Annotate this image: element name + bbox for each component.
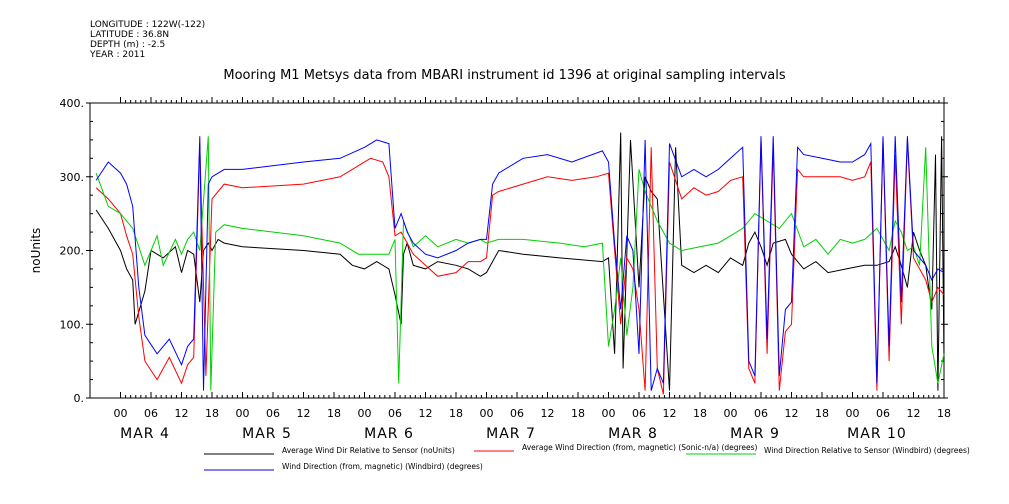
legend-label-0: Average Wind Dir Relative to Sensor (noU… — [282, 446, 455, 455]
x-hour-label: 12 — [663, 407, 677, 420]
depth-label: DEPTH (m) : -2.5 — [90, 40, 166, 50]
x-day-label: MAR 10 — [847, 426, 907, 442]
y-tick-label: 300. — [60, 171, 85, 184]
x-hour-label: 00 — [480, 407, 494, 420]
y-axis-label: noUnits — [29, 228, 43, 274]
y-tick-label: 0. — [74, 392, 85, 405]
x-hour-label: 06 — [632, 407, 646, 420]
x-hour-label: 18 — [815, 407, 829, 420]
x-hour-label: 12 — [541, 407, 555, 420]
series-line-1 — [95, 139, 945, 395]
legend-label-1: Average Wind Direction (from, magnetic) … — [522, 443, 758, 452]
legend-label-3: Wind Direction (from, magnetic) (Windbir… — [282, 462, 483, 471]
x-hour-label: 12 — [419, 407, 433, 420]
series-line-0 — [95, 132, 945, 391]
x-hour-label: 18 — [449, 407, 463, 420]
series-line-2 — [95, 136, 945, 391]
x-hour-label: 12 — [297, 407, 311, 420]
x-hour-label: 00 — [724, 407, 738, 420]
x-hour-label: 12 — [907, 407, 921, 420]
x-hour-label: 06 — [266, 407, 280, 420]
x-hour-label: 06 — [754, 407, 768, 420]
x-hour-label: 00 — [358, 407, 372, 420]
x-day-label: MAR 9 — [730, 426, 780, 442]
x-hour-label: 18 — [205, 407, 219, 420]
series-line-3 — [95, 136, 945, 391]
x-hour-label: 12 — [175, 407, 189, 420]
x-day-label: MAR 8 — [608, 426, 658, 442]
x-hour-label: 06 — [388, 407, 402, 420]
x-hour-label: 00 — [236, 407, 250, 420]
longitude-label: LONGITUDE : 122W(-122) — [90, 20, 206, 30]
station-metadata: LONGITUDE : 122W(-122) LATITUDE : 36.8N … — [90, 20, 205, 60]
y-tick-label: 100. — [60, 318, 85, 331]
x-hour-label: 00 — [602, 407, 616, 420]
latitude-label: LATITUDE : 36.8N — [90, 30, 170, 40]
y-tick-label: 200. — [60, 245, 85, 258]
x-hour-label: 18 — [937, 407, 951, 420]
x-hour-label: 06 — [510, 407, 524, 420]
x-day-label: MAR 7 — [486, 426, 536, 442]
y-tick-label: 400. — [60, 97, 85, 110]
x-hour-label: 00 — [846, 407, 860, 420]
x-hour-label: 06 — [876, 407, 890, 420]
x-hour-label: 18 — [571, 407, 585, 420]
year-label: YEAR : 2011 — [90, 50, 146, 60]
x-hour-label: 06 — [144, 407, 158, 420]
x-hour-label: 12 — [785, 407, 799, 420]
x-day-label: MAR 5 — [242, 426, 292, 442]
x-day-label: MAR 4 — [120, 426, 170, 442]
legend-label-2: Wind Direction Relative to Sensor (Windb… — [764, 446, 970, 455]
x-hour-label: 18 — [327, 407, 341, 420]
x-hour-label: 00 — [114, 407, 128, 420]
plot-frame — [89, 102, 945, 399]
x-hour-label: 18 — [693, 407, 707, 420]
x-day-label: MAR 6 — [364, 426, 414, 442]
chart-title: Mooring M1 Metsys data from MBARI instru… — [223, 68, 786, 83]
